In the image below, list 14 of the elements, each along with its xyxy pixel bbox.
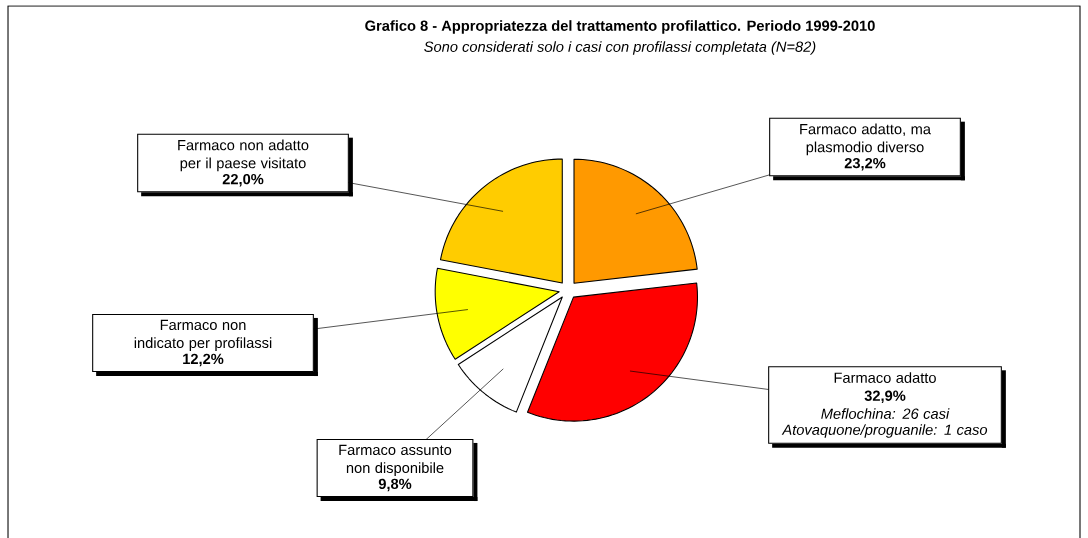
chart-title: Grafico 8 - Appropriatezza del trattamento profilattico. Periodo 1999-2010 (365, 20, 875, 34)
text: Meflochina: 26 casi (821, 408, 950, 419)
data-label: 12,2% (183, 353, 224, 367)
data-label: 23,2% (844, 157, 886, 171)
text: Atovaquone/proguanile: 1 caso (781, 424, 988, 438)
slice-label: Farmaco assunto non disponibile (339, 444, 452, 476)
data-label: 9,8% (378, 478, 412, 492)
slice-label: Farmaco adatto, ma plasmodio diverso (800, 123, 931, 156)
slice-label: Farmaco non indicato per profilassi (134, 319, 272, 351)
data-label: 32,9% (864, 390, 906, 404)
chart-subtitle: Sono considerati solo i casi con profilassi completata (N=82) (424, 41, 816, 55)
slice-label: Farmaco adatto (834, 372, 936, 383)
data-label: 22,0% (222, 173, 264, 187)
slice-label: Farmaco non adatto per il paese visitato (178, 139, 309, 172)
